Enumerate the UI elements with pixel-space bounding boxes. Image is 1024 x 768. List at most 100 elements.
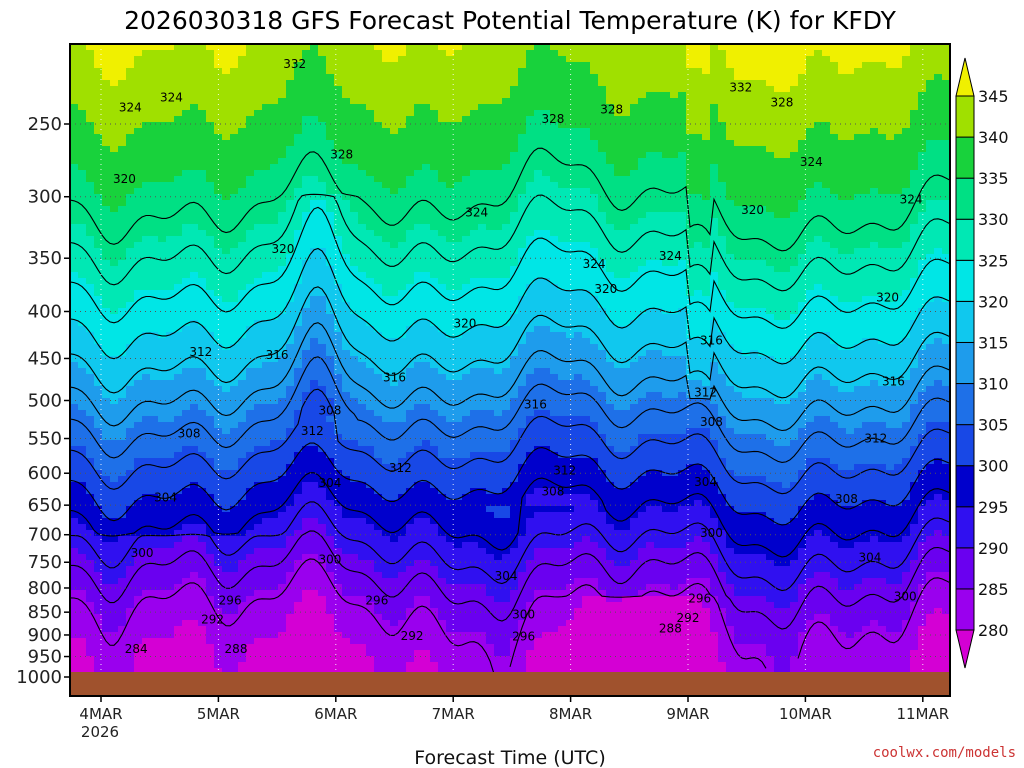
contour-fill-cell [414, 662, 423, 669]
contour-fill-cell [286, 422, 295, 429]
contour-fill-cell [134, 326, 143, 333]
contour-fill-cell [158, 422, 167, 429]
contour-fill-cell [126, 56, 135, 63]
contour-fill-cell [278, 500, 287, 507]
contour-fill-cell [246, 410, 255, 417]
contour-fill-cell [86, 620, 95, 627]
contour-fill-cell [238, 608, 247, 615]
contour-fill-cell [302, 578, 311, 585]
contour-fill-cell [358, 284, 367, 291]
contour-fill-cell [70, 332, 79, 339]
contour-fill-cell [350, 614, 359, 621]
contour-fill-cell [198, 650, 207, 657]
contour-fill-cell [254, 392, 263, 399]
contour-fill-cell [278, 242, 287, 249]
contour-fill-cell [166, 650, 175, 657]
contour-fill-cell [222, 356, 231, 363]
contour-fill-cell [270, 596, 279, 603]
contour-fill-cell [350, 266, 359, 273]
contour-fill-cell [334, 614, 343, 621]
contour-fill-cell [422, 356, 431, 363]
contour-fill-cell [86, 500, 95, 507]
contour-fill-cell [142, 278, 151, 285]
contour-fill-cell [294, 578, 303, 585]
contour-fill-cell [286, 260, 295, 267]
contour-fill-cell [158, 224, 167, 231]
contour-fill-cell [182, 542, 191, 549]
contour-fill-cell [302, 56, 311, 63]
contour-fill-cell [222, 62, 231, 69]
contour-fill-cell [86, 122, 95, 129]
contour-fill-cell [222, 542, 231, 549]
contour-fill-cell [126, 362, 135, 369]
contour-fill-cell [166, 350, 175, 357]
contour-fill-cell [358, 596, 367, 603]
contour-fill-cell [302, 284, 311, 291]
contour-fill-cell [86, 458, 95, 465]
contour-fill-cell [302, 146, 311, 153]
contour-fill-cell [358, 554, 367, 561]
contour-fill-cell [398, 152, 407, 159]
contour-fill-cell [70, 260, 79, 267]
contour-fill-cell [78, 374, 87, 381]
contour-fill-cell [94, 122, 103, 129]
contour-fill-cell [198, 440, 207, 447]
contour-fill-cell [318, 566, 327, 573]
contour-fill-cell [366, 518, 375, 525]
contour-fill-cell [86, 260, 95, 267]
contour-fill-cell [150, 512, 159, 519]
contour-fill-cell [238, 380, 247, 387]
contour-fill-cell [398, 434, 407, 441]
contour-fill-cell [102, 218, 111, 225]
contour-fill-cell [278, 314, 287, 321]
contour-fill-cell [382, 110, 391, 117]
contour-fill-cell [70, 182, 79, 189]
contour-fill-cell [238, 392, 247, 399]
contour-fill-cell [94, 278, 103, 285]
contour-fill-cell [278, 320, 287, 327]
contour-fill-cell [110, 272, 119, 279]
contour-fill-cell [366, 344, 375, 351]
contour-fill-cell [206, 314, 215, 321]
contour-fill-cell [118, 662, 127, 669]
contour-fill-cell [414, 398, 423, 405]
contour-fill-cell [246, 506, 255, 513]
contour-fill-cell [158, 584, 167, 591]
contour-fill-cell [374, 356, 383, 363]
contour-fill-cell [398, 590, 407, 597]
contour-fill-cell [230, 518, 239, 525]
contour-fill-cell [198, 116, 207, 123]
contour-fill-cell [102, 194, 111, 201]
contour-fill-cell [422, 272, 431, 279]
contour-fill-cell [286, 134, 295, 141]
contour-fill-cell [118, 464, 127, 471]
contour-fill-cell [246, 314, 255, 321]
contour-fill-cell [158, 308, 167, 315]
contour-fill-cell [214, 500, 223, 507]
contour-fill-cell [422, 332, 431, 339]
contour-fill-cell [246, 512, 255, 519]
contour-fill-cell [174, 98, 183, 105]
contour-fill-cell [150, 614, 159, 621]
contour-fill-cell [166, 452, 175, 459]
contour-fill-cell [358, 356, 367, 363]
contour-fill-cell [78, 566, 87, 573]
contour-fill-cell [254, 404, 263, 411]
contour-fill-cell [342, 572, 351, 579]
contour-fill-cell [262, 482, 271, 489]
contour-fill-cell [278, 68, 287, 75]
contour-fill-cell [254, 134, 263, 141]
contour-fill-cell [430, 266, 439, 273]
contour-fill-cell [286, 596, 295, 603]
contour-fill-cell [382, 104, 391, 111]
contour-fill-cell [222, 392, 231, 399]
contour-fill-cell [302, 278, 311, 285]
contour-fill-cell [342, 392, 351, 399]
contour-fill-cell [94, 638, 103, 645]
contour-fill-cell [174, 146, 183, 153]
contour-fill-cell [326, 86, 335, 93]
contour-fill-cell [390, 362, 399, 369]
contour-fill-cell [126, 50, 135, 57]
contour-fill-cell [278, 542, 287, 549]
contour-fill-cell [182, 56, 191, 63]
